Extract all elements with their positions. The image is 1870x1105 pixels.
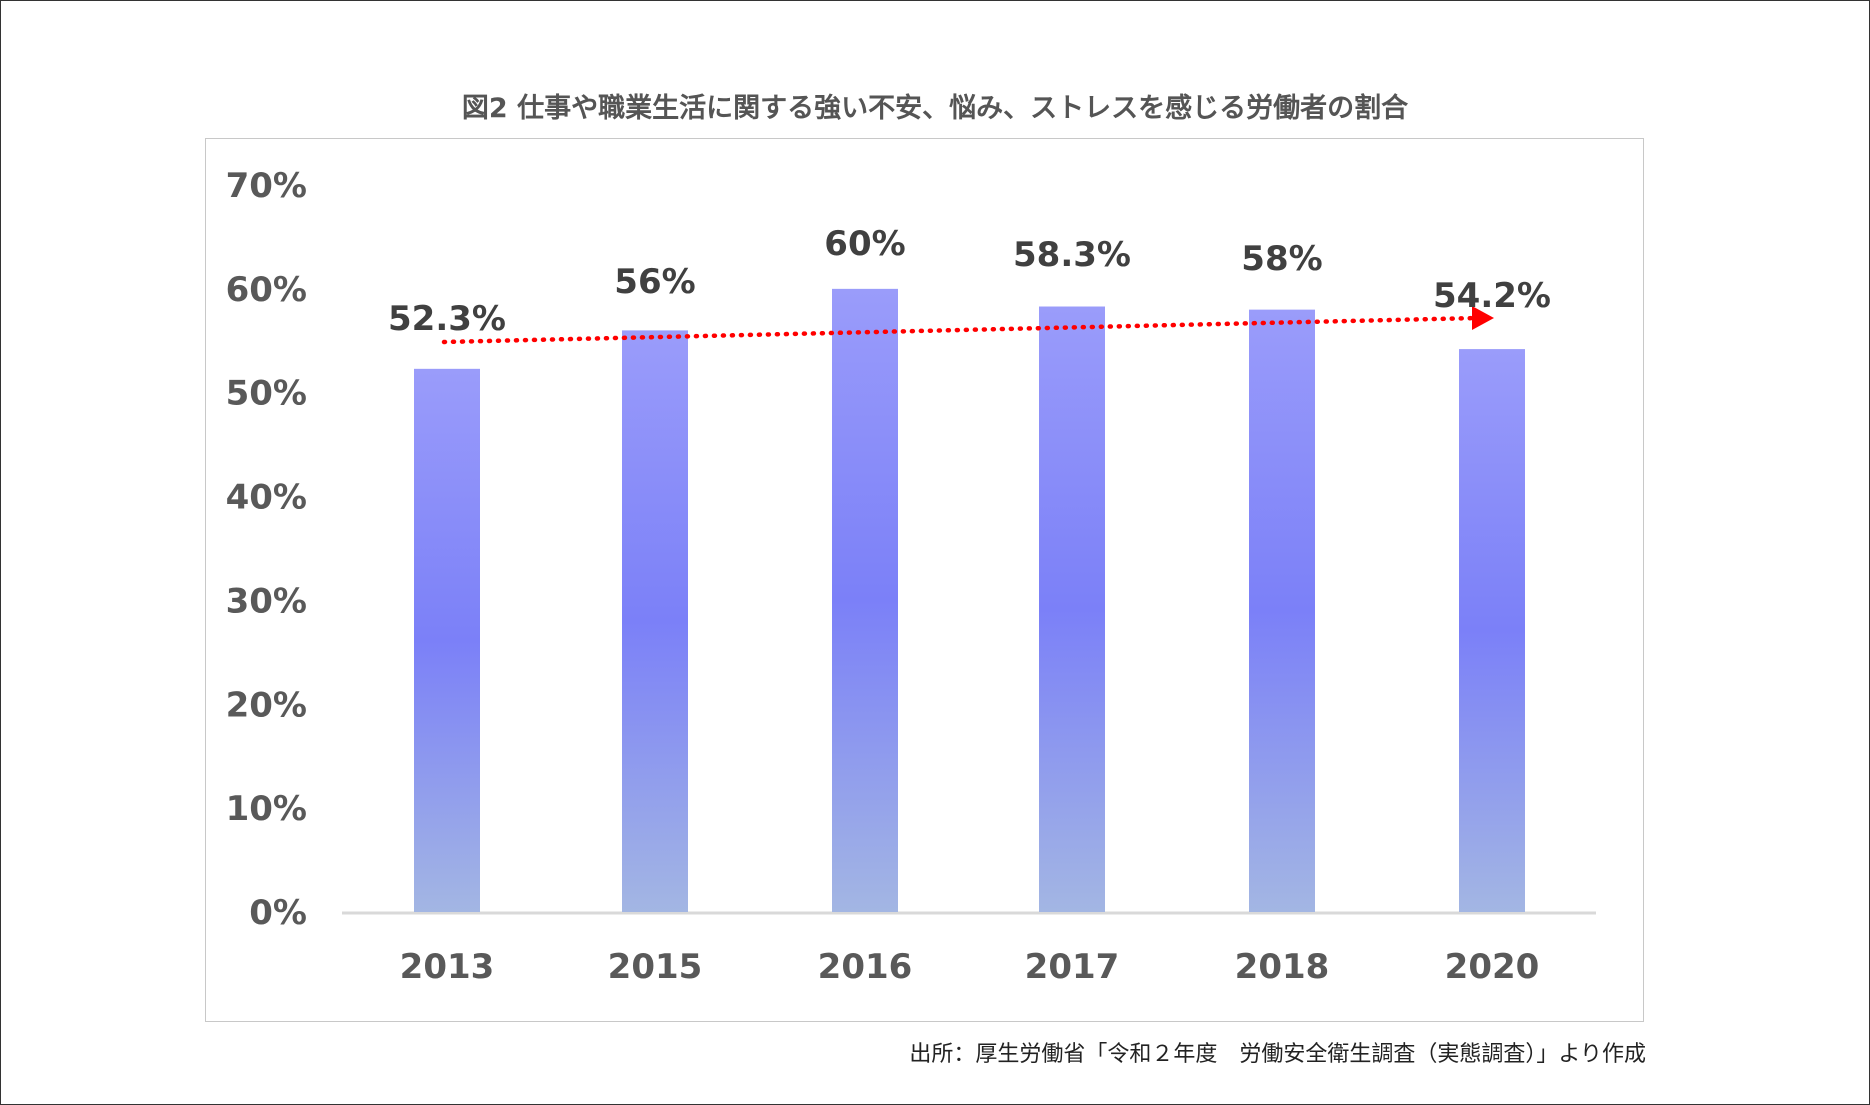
chart-title: 図2 仕事や職業生活に関する強い不安、悩み、ストレスを感じる労働者の割合 — [461, 93, 1409, 124]
source-note: 出所：厚生労働省「令和２年度 労働安全衛生調査（実態調査）」より作成 — [909, 1042, 1646, 1067]
y-tick-label: 10% — [226, 789, 307, 829]
x-tick-label: 2018 — [1235, 947, 1330, 987]
data-label: 56% — [614, 262, 695, 302]
trend-arrowhead — [1472, 306, 1494, 330]
data-label: 52.3% — [388, 299, 506, 339]
bar-2016 — [832, 288, 898, 912]
y-tick-label: 30% — [226, 581, 307, 621]
y-tick-label: 60% — [226, 270, 307, 310]
x-tick-label: 2020 — [1445, 947, 1540, 987]
bar-2017 — [1039, 306, 1105, 913]
y-tick-label: 0% — [249, 893, 307, 933]
data-label: 58.3% — [1013, 235, 1131, 275]
x-tick-label: 2015 — [608, 947, 703, 987]
y-tick-label: 70% — [226, 166, 307, 206]
bar-2020 — [1459, 349, 1525, 912]
bar-2013 — [414, 368, 480, 912]
plot-area — [205, 138, 1644, 1022]
x-tick-label: 2017 — [1025, 947, 1120, 987]
y-tick-label: 20% — [226, 685, 307, 725]
trend-arrow — [441, 313, 1483, 345]
bar-2015 — [622, 330, 688, 912]
data-label: 60% — [824, 224, 905, 264]
y-tick-label: 50% — [226, 374, 307, 414]
x-tick-label: 2013 — [400, 947, 495, 987]
x-tick-label: 2016 — [818, 947, 913, 987]
bar-2018 — [1249, 309, 1315, 913]
y-tick-label: 40% — [226, 478, 307, 518]
data-label: 54.2% — [1433, 276, 1551, 316]
data-label: 58% — [1241, 239, 1322, 279]
